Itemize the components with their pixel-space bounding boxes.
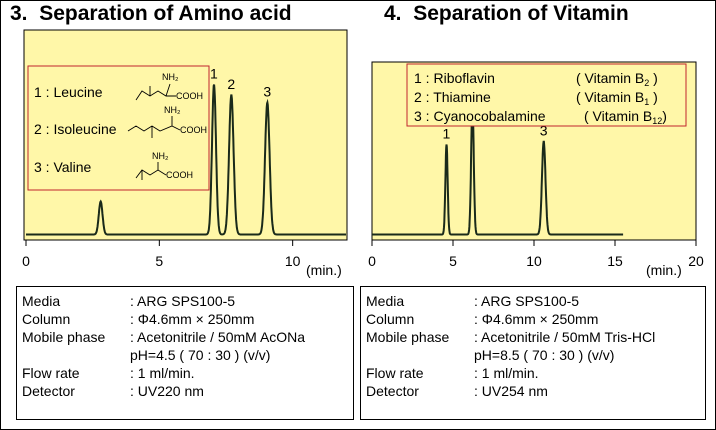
info-row: Flow rate: 1 ml/min. (366, 365, 539, 381)
peak-label-3: 3 (540, 123, 548, 139)
svg-text:NH₂: NH₂ (162, 72, 179, 82)
svg-text:COOH: COOH (176, 91, 203, 101)
trace-amino (26, 84, 346, 236)
legend-item-leucine: 1 : Leucine (34, 84, 103, 100)
info-row: Detector: UV254 nm (366, 383, 548, 399)
conditions-box-amino: Media: ARG SPS100-5 Column: Φ4.6mm × 250… (16, 286, 354, 420)
x-tick-label: 20 (688, 253, 704, 269)
legend-item-valine: 3 : Valine (34, 159, 92, 175)
svg-text:COOH: COOH (166, 170, 193, 180)
info-row: Mobile phase: Acetonitrile / 50mM Tris-H… (366, 329, 656, 345)
legend-vitamin-b2: ( Vitamin B2 ) (576, 70, 658, 88)
legend-vitamin: 1 : Riboflavin ( Vitamin B2 ) 2 : Thiami… (406, 63, 687, 127)
structure-leucine (135, 83, 176, 101)
x-tick-label: 10 (285, 253, 301, 269)
svg-text:NH₂: NH₂ (152, 151, 169, 161)
trace-vitamin (372, 103, 624, 236)
panel-title-amino: 3. Separation of Amino acid (10, 2, 292, 25)
legend-amino: 1 : Leucine 2 : Isoleucine 3 : Valine NH… (27, 65, 210, 191)
info-row: Detector: UV220 nm (22, 383, 204, 399)
chart-amino: 12 3 0 5 10 (min.) 1 : Leucine 2 : Isoleuci… (22, 29, 348, 278)
legend-item-riboflavin: 1 : Riboflavin (414, 70, 495, 86)
legend-item-cyanocobalamine: 3 : Cyanocobalamine (414, 108, 546, 124)
x-axis-label-amino: (min.) (306, 262, 342, 278)
peak-label-1: 1 (210, 66, 218, 82)
x-tick-label: 0 (368, 253, 376, 269)
info-row: Flow rate: 1 ml/min. (22, 365, 195, 381)
x-tick-label: 10 (526, 253, 542, 269)
info-row: Column: Φ4.6mm × 250mm (366, 311, 599, 327)
legend-item-isoleucine: 2 : Isoleucine (34, 121, 117, 137)
info-row: Media: ARG SPS100-5 (366, 293, 580, 309)
x-axis-label-vitamin: (min.) (646, 262, 682, 278)
x-tick-label: 5 (155, 253, 163, 269)
peak-label-3: 3 (263, 84, 271, 100)
peak-label-2: 2 (227, 76, 235, 92)
info-row: Media: ARG SPS100-5 (22, 293, 236, 309)
svg-text:NH₂: NH₂ (164, 105, 181, 115)
x-tick-label: 5 (449, 253, 457, 269)
svg-text:COOH: COOH (180, 125, 207, 135)
x-tick-label: 15 (607, 253, 623, 269)
info-row: Column: Φ4.6mm × 250mm (22, 311, 255, 327)
info-row: Mobile phase: Acetonitrile / 50mM AcONa (22, 329, 306, 345)
x-tick-label: 0 (22, 253, 30, 269)
legend-item-thiamine: 2 : Thiamine (414, 89, 491, 105)
info-row: pH=4.5 ( 70 : 30 ) (v/v) (130, 347, 271, 363)
legend-vitamin-b12: ( Vitamin B12) (584, 108, 667, 126)
structure-valine (135, 162, 167, 180)
conditions-box-vitamin: Media: ARG SPS100-5 Column: Φ4.6mm × 250… (360, 286, 706, 420)
legend-vitamin-b1: ( Vitamin B1 ) (576, 89, 658, 107)
panel-title-vitamin: 4. Separation of Vitamin (384, 2, 629, 25)
info-row: pH=8.5 ( 70 : 30 ) (v/v) (474, 347, 615, 363)
peak-label-1: 1 (443, 126, 451, 142)
structure-isoleucine (127, 116, 181, 138)
